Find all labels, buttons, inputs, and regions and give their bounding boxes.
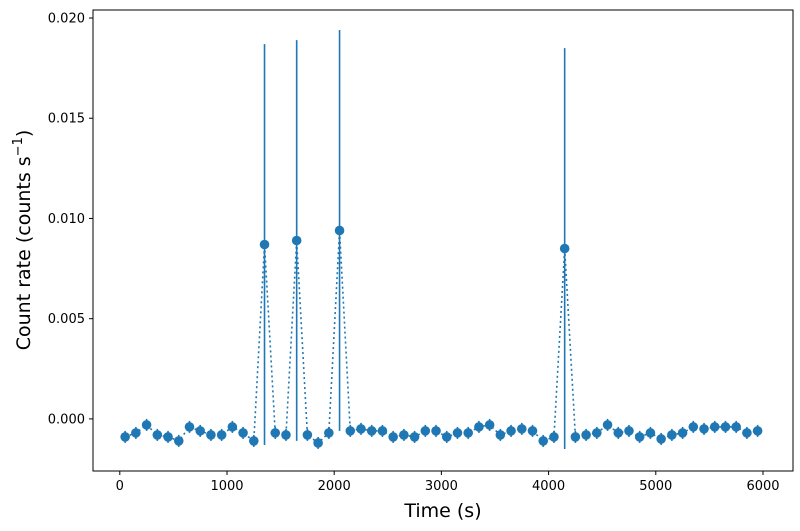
data-point [667, 430, 677, 440]
data-point [216, 430, 227, 440]
data-point [592, 428, 602, 438]
data-point [613, 428, 624, 438]
x-axis-label: Time (s) [403, 500, 481, 522]
y-axis-ticks: 0.000 0.005 0.010 0.015 0.020 [48, 12, 93, 427]
data-point [302, 430, 313, 440]
data-point [163, 432, 173, 442]
data-point [420, 426, 431, 436]
x-axis-ticks: 0 1000 2000 3000 4000 5000 6000 [116, 471, 780, 494]
data-point [366, 426, 377, 436]
data-point [484, 420, 495, 430]
x-tick-label: 1000 [210, 479, 243, 494]
y-axis-label-main: Count rate (counts s [13, 156, 35, 350]
data-point [441, 432, 452, 442]
data-point [506, 426, 516, 436]
data-point [474, 422, 484, 432]
data-point [452, 428, 463, 438]
data-point [270, 428, 281, 438]
x-tick-label: 5000 [639, 479, 672, 494]
data-point [227, 422, 238, 432]
data-point [313, 438, 323, 448]
data-point [399, 430, 409, 440]
data-point [527, 426, 538, 436]
data-point [752, 426, 763, 436]
data-point [570, 432, 581, 442]
data-point [377, 426, 388, 436]
data-point [409, 432, 420, 442]
data-point [656, 434, 666, 444]
data-point [388, 432, 398, 442]
data-series-line [124, 230, 758, 444]
series-line [124, 230, 758, 444]
data-point [345, 426, 356, 436]
data-point [173, 436, 184, 446]
data-point [206, 430, 216, 440]
y-tick-label: 0.015 [48, 112, 85, 127]
y-axis-label: Count rate (counts s−1) [11, 130, 35, 351]
y-tick-label: 0.010 [48, 212, 85, 227]
data-point [742, 428, 752, 438]
data-point [677, 428, 688, 438]
data-points [120, 225, 763, 448]
data-point [645, 428, 656, 438]
data-point [688, 422, 699, 432]
data-point [259, 239, 270, 250]
data-point [184, 422, 195, 432]
y-tick-label: 0.020 [48, 12, 85, 27]
data-point [324, 428, 334, 438]
data-point [356, 424, 366, 434]
x-tick-label: 2000 [318, 479, 351, 494]
data-point [495, 430, 506, 440]
data-point [248, 436, 259, 446]
data-point [731, 422, 741, 432]
x-tick-label: 0 [116, 479, 124, 494]
data-point [334, 225, 345, 236]
y-tick-label: 0.005 [48, 312, 85, 327]
data-point [291, 235, 302, 246]
data-point [709, 422, 720, 432]
data-point [699, 424, 709, 434]
data-point [516, 424, 527, 434]
data-point [538, 436, 549, 446]
data-point [634, 432, 645, 442]
data-point [431, 426, 441, 436]
data-point [720, 422, 731, 432]
x-tick-label: 4000 [532, 479, 565, 494]
data-point [238, 428, 248, 438]
data-point [120, 432, 130, 442]
plot-area [120, 30, 763, 449]
data-point [141, 420, 152, 430]
data-point [281, 430, 291, 440]
data-point [559, 243, 570, 254]
data-point [624, 426, 634, 436]
data-point [131, 428, 141, 438]
data-point [195, 426, 205, 436]
y-axis-label-superscript: −1 [11, 137, 26, 156]
y-tick-label: 0.000 [48, 412, 85, 427]
plot-frame [92, 9, 794, 472]
data-point [581, 430, 591, 440]
x-tick-label: 3000 [425, 479, 458, 494]
data-point [602, 420, 613, 430]
y-axis-label-close: ) [13, 130, 35, 137]
data-point [549, 432, 559, 442]
data-point [152, 430, 163, 440]
x-tick-label: 6000 [746, 479, 779, 494]
data-point [463, 428, 473, 438]
